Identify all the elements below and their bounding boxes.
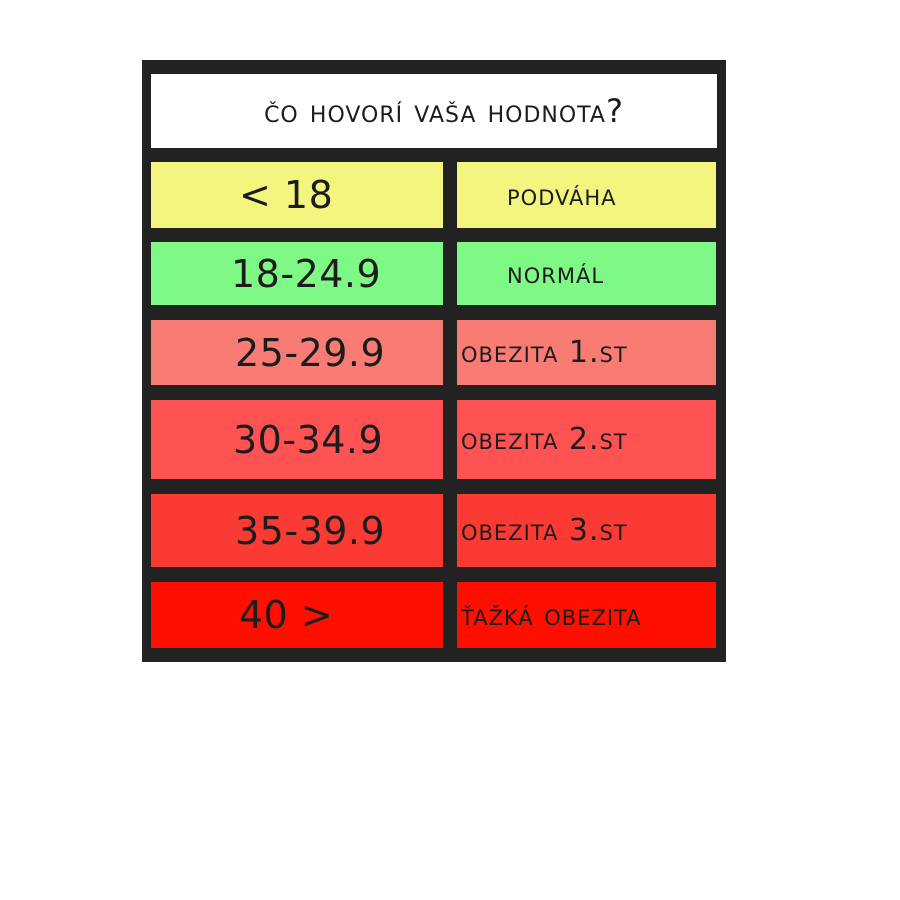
range-label: 30-34.9 [233, 417, 384, 462]
category-cell-4: obezita 2.st [457, 400, 716, 479]
range-cell-3: 25-29.9 [151, 320, 443, 385]
category-cell-3: obezita 1.st [457, 320, 716, 385]
category-label: obezita 1.st [461, 335, 628, 370]
range-label: 35-39.9 [235, 508, 386, 553]
category-cell-6: ťažká obezita [457, 582, 716, 648]
range-cell-4: 30-34.9 [151, 400, 443, 479]
range-cell-2: 18-24.9 [151, 242, 443, 305]
category-label: ťažká obezita [461, 597, 642, 633]
range-label: < 18 [239, 173, 334, 217]
range-cell-5: 35-39.9 [151, 494, 443, 567]
category-cell-5: obezita 3.st [457, 494, 716, 567]
category-label: obezita 3.st [461, 513, 628, 548]
range-label: 25-29.9 [235, 330, 386, 375]
range-cell-6: 40 > [151, 582, 443, 648]
category-label: normál [507, 256, 605, 291]
range-label: 18-24.9 [231, 251, 382, 296]
category-cell-1: podváha [457, 162, 716, 228]
category-cell-2: normál [457, 242, 716, 305]
bmi-table: čo hovorí Vaša hodnota? < 18 podváha 18-… [142, 60, 726, 662]
range-cell-1: < 18 [151, 162, 443, 228]
table-title: čo hovorí Vaša hodnota? [264, 92, 624, 130]
category-label: podváha [507, 177, 617, 213]
category-label: obezita 2.st [461, 422, 628, 457]
title-box: čo hovorí Vaša hodnota? [151, 74, 717, 148]
range-label: 40 > [239, 593, 334, 637]
